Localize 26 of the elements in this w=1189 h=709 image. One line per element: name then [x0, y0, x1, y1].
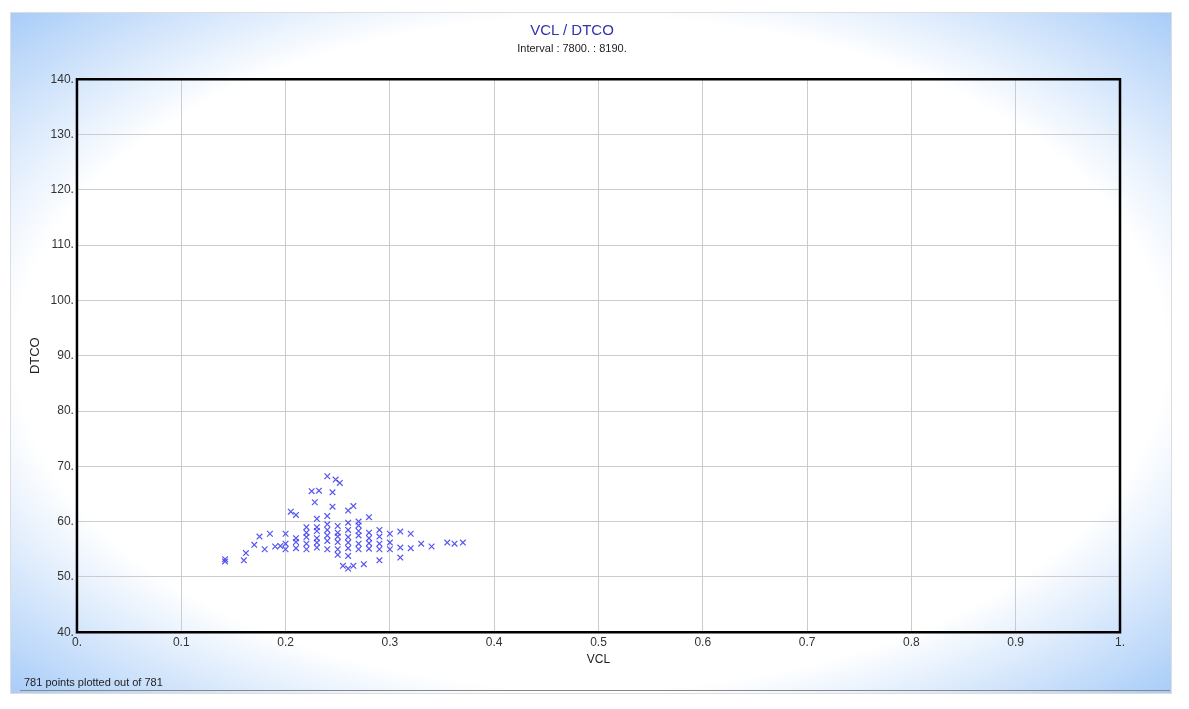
x-tick-label: 0.5: [590, 634, 608, 649]
x-tick-label: 1.: [1114, 634, 1126, 649]
y-tick-label: 100.: [50, 292, 74, 307]
x-tick-label: 0.1: [172, 634, 190, 649]
y-tick-label: 40.: [57, 624, 74, 639]
y-tick-label: 60.: [57, 513, 74, 528]
chart-title: VCL / DTCO: [530, 21, 614, 39]
y-tick-label: 80.: [57, 403, 74, 418]
x-tick-label: 0.9: [1007, 634, 1025, 649]
y-tick-label: 90.: [57, 348, 74, 363]
text: 781 points plotted out of 781: [24, 676, 163, 688]
y-tick-label: 120.: [50, 182, 74, 197]
y-tick-label: 110.: [51, 237, 74, 252]
x-tick-label: 0.8: [903, 634, 921, 649]
y-tick-label: 50.: [57, 569, 74, 584]
y-tick-label: 140.: [50, 71, 74, 86]
x-tick-label: 0.3: [381, 634, 399, 649]
x-tick-label: 0.2: [277, 634, 295, 649]
y-tick-label: 130.: [50, 126, 74, 141]
x-tick-label: 0.7: [798, 634, 816, 649]
chart-subtitle: Interval : 7800. : 8190.: [517, 41, 627, 54]
y-axis-title: DTCO: [27, 337, 43, 375]
x-axis-title: VCL: [586, 652, 611, 667]
y-tick-label: 70.: [57, 458, 74, 473]
x-tick-label: 0.4: [485, 634, 503, 649]
x-tick-label: 0.6: [694, 634, 712, 649]
